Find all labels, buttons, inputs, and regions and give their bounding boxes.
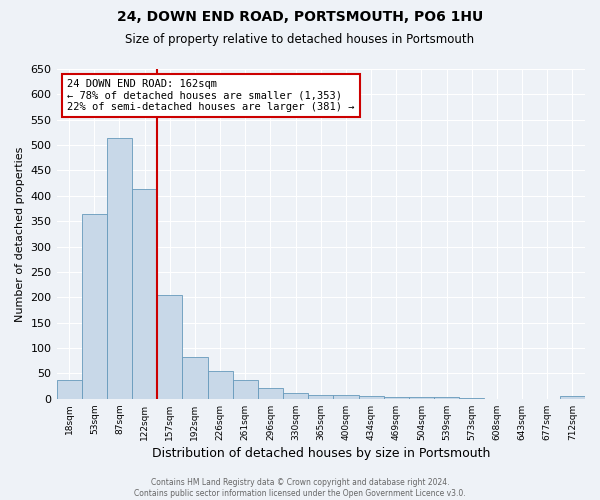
Bar bbox=[560, 396, 585, 399]
Y-axis label: Number of detached properties: Number of detached properties bbox=[15, 146, 25, 322]
Bar bbox=[107, 138, 132, 399]
Text: Contains HM Land Registry data © Crown copyright and database right 2024.
Contai: Contains HM Land Registry data © Crown c… bbox=[134, 478, 466, 498]
Bar bbox=[409, 398, 434, 399]
Bar bbox=[359, 396, 383, 399]
Text: Size of property relative to detached houses in Portsmouth: Size of property relative to detached ho… bbox=[125, 32, 475, 46]
X-axis label: Distribution of detached houses by size in Portsmouth: Distribution of detached houses by size … bbox=[152, 447, 490, 460]
Bar bbox=[233, 380, 258, 399]
Bar bbox=[383, 398, 409, 399]
Bar bbox=[82, 214, 107, 399]
Bar bbox=[308, 395, 334, 399]
Text: 24 DOWN END ROAD: 162sqm
← 78% of detached houses are smaller (1,353)
22% of sem: 24 DOWN END ROAD: 162sqm ← 78% of detach… bbox=[67, 79, 355, 112]
Bar bbox=[258, 388, 283, 399]
Bar bbox=[434, 397, 459, 399]
Bar bbox=[334, 395, 359, 399]
Bar bbox=[208, 372, 233, 399]
Bar bbox=[56, 380, 82, 399]
Bar bbox=[283, 393, 308, 399]
Bar bbox=[182, 356, 208, 399]
Bar bbox=[459, 398, 484, 399]
Bar bbox=[157, 295, 182, 399]
Bar bbox=[132, 190, 157, 399]
Text: 24, DOWN END ROAD, PORTSMOUTH, PO6 1HU: 24, DOWN END ROAD, PORTSMOUTH, PO6 1HU bbox=[117, 10, 483, 24]
